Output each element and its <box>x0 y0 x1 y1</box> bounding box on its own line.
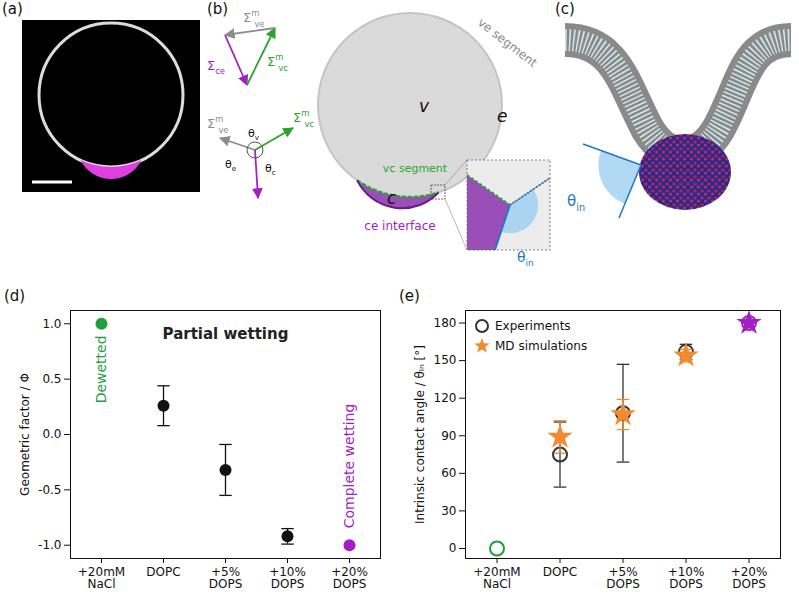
svg-text:0: 0 <box>449 541 457 555</box>
svg-text:+20%DOPS: +20%DOPS <box>331 565 368 591</box>
svg-text:Complete wetting: Complete wetting <box>341 404 357 529</box>
svg-text:(b): (b) <box>207 0 228 18</box>
svg-text:θv: θv <box>248 127 260 142</box>
svg-text:θc: θc <box>265 162 276 177</box>
svg-text:-1.0: -1.0 <box>38 538 61 552</box>
svg-text:(a): (a) <box>2 0 23 18</box>
svg-text:+20mMNaCl: +20mMNaCl <box>473 565 520 591</box>
svg-text:θe: θe <box>225 158 237 173</box>
svg-text:vc segment: vc segment <box>383 162 448 175</box>
svg-text:Geometric factor / Φ: Geometric factor / Φ <box>18 373 32 496</box>
svg-text:-0.5: -0.5 <box>38 483 61 497</box>
svg-text:Dewetted: Dewetted <box>93 335 109 403</box>
svg-text:DOPC: DOPC <box>146 565 180 579</box>
svg-text:+10%DOPS: +10%DOPS <box>668 565 705 591</box>
svg-text:Intrinsic contact angle / θᵢₙ: Intrinsic contact angle / θᵢₙ [°] <box>413 345 427 524</box>
svg-text:Σmvc: Σmvc <box>293 108 314 128</box>
svg-text:Σmve: Σmve <box>243 8 265 28</box>
svg-text:DOPC: DOPC <box>543 565 577 579</box>
svg-text:120: 120 <box>434 391 457 405</box>
html-text:MD simulations: MD simulations <box>495 339 588 353</box>
svg-text:+5%DOPS: +5%DOPS <box>209 565 243 591</box>
svg-text:30: 30 <box>441 504 456 518</box>
svg-text:0.0: 0.0 <box>42 427 61 441</box>
svg-text:180: 180 <box>434 316 457 330</box>
svg-text:(c): (c) <box>555 0 575 18</box>
svg-text:c: c <box>387 188 397 208</box>
svg-text:+5%DOPS: +5%DOPS <box>606 565 640 591</box>
svg-text:+10%DOPS: +10%DOPS <box>269 565 306 591</box>
svg-text:Partial wetting: Partial wetting <box>163 325 289 343</box>
html-text:(d): (d) <box>4 287 26 305</box>
html-text:Experiments: Experiments <box>495 319 571 333</box>
svg-text:ce interface: ce interface <box>364 219 435 233</box>
svg-text:90: 90 <box>441 429 456 443</box>
svg-text:Σmve: Σmve <box>207 114 229 134</box>
svg-text:ve segment: ve segment <box>475 15 540 70</box>
svg-text:150: 150 <box>434 353 457 367</box>
svg-text:v: v <box>419 96 430 116</box>
svg-text:1.0: 1.0 <box>42 317 61 331</box>
svg-text:60: 60 <box>441 466 456 480</box>
svg-text:+20mMNaCl: +20mMNaCl <box>78 565 125 591</box>
svg-text:θin: θin <box>517 249 534 268</box>
svg-text:+20%DOPS: +20%DOPS <box>731 565 768 591</box>
html-text:(e): (e) <box>399 287 420 305</box>
svg-text:0.5: 0.5 <box>42 372 61 386</box>
svg-text:e: e <box>497 106 507 126</box>
svg-text:Σmvc: Σmvc <box>267 52 288 72</box>
svg-text:Σce: Σce <box>207 58 225 76</box>
svg-text:θin: θin <box>567 192 585 213</box>
